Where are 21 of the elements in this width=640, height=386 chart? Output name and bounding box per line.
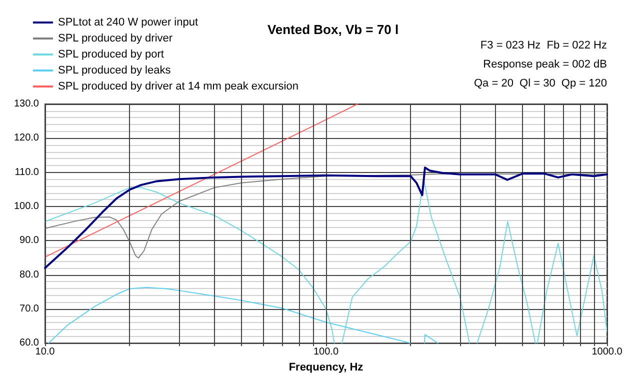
y-tick-label: 90.0 [20, 235, 40, 246]
y-tick-label: 120.0 [14, 132, 40, 144]
text: F3 = 023 Hz Fb = 022 Hz [480, 40, 608, 52]
x-axis-title: Frequency, Hz [288, 362, 364, 374]
text: Qa = 20 Ql = 30 Qp = 120 [474, 78, 608, 90]
y-tick-label: 100.0 [14, 200, 40, 212]
x-tick-label: 1000.0 [592, 346, 623, 358]
legend-label: SPL produced by driver at 14 mm peak excursion [58, 80, 298, 92]
chart-title: Vented Box, Vb = 70 l [267, 22, 399, 37]
y-tick-label: 130.0 [14, 98, 40, 110]
x-tick-label: 100.0 [313, 346, 339, 358]
y-tick-label: 80.0 [20, 269, 40, 280]
y-tick-label: 70.0 [20, 303, 40, 314]
legend-label: SPL produced by leaks [58, 64, 172, 76]
y-tick-label: 60.0 [20, 338, 40, 349]
legend-label: SPLtot at 240 W power input [58, 16, 198, 28]
x-tick-label: 10.0 [35, 346, 56, 358]
text: Response peak = 002 dB [483, 58, 607, 70]
legend-label: SPL produced by port [58, 48, 164, 60]
y-tick-label: 110.0 [14, 166, 40, 178]
legend-label: SPL produced by driver [58, 32, 173, 44]
